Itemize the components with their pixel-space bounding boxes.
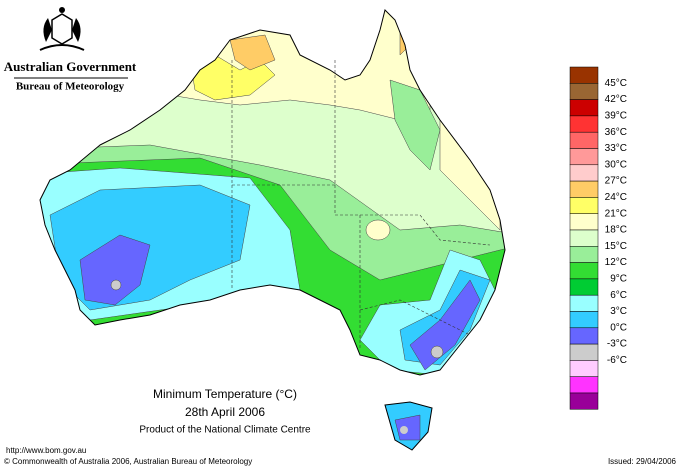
logo [39, 7, 85, 51]
legend-label: 15°C [605, 241, 627, 252]
legend-swatch [569, 131, 599, 149]
legend-label: 21°C [605, 208, 627, 219]
coastline [39, 9, 506, 451]
legend-label: 36°C [605, 127, 627, 138]
legend-swatch [569, 99, 599, 117]
legend-swatch [569, 229, 599, 247]
legend-label: -6°C [607, 355, 627, 366]
legend-swatch [569, 180, 599, 198]
legend-swatch [569, 294, 599, 312]
legend-swatch [569, 343, 599, 361]
legend-swatch [569, 83, 599, 100]
legend-label: 3°C [610, 306, 627, 317]
legend-swatch [569, 327, 599, 345]
map-credit: Product of the National Climate Centre [139, 425, 311, 436]
legend-label: -3°C [607, 339, 627, 350]
legend-swatch [569, 392, 599, 410]
legend-label: 9°C [610, 274, 627, 285]
state-borders [231, 60, 491, 350]
government-name: Australian Government [4, 59, 137, 74]
legend-label: 42°C [605, 94, 627, 105]
legend-swatch [569, 360, 599, 377]
legend-swatch [569, 246, 599, 263]
legend-swatch [569, 311, 599, 329]
map-title: Minimum Temperature (°C) [153, 387, 297, 401]
legend-swatch [569, 66, 599, 84]
legend-swatch [569, 262, 599, 280]
legend-label: 18°C [605, 225, 627, 236]
legend-swatch [569, 278, 599, 296]
legend-swatch [569, 115, 599, 133]
footer-issued: Issued: 29/04/2006 [608, 457, 677, 466]
legend-label: 0°C [610, 322, 627, 333]
legend-swatch [569, 376, 599, 394]
map-date: 28th April 2006 [185, 405, 265, 419]
legend-label: 30°C [605, 159, 627, 170]
legend-label: 24°C [605, 192, 627, 203]
legend-label: 27°C [605, 176, 627, 187]
legend-label: 45°C [605, 78, 627, 89]
footer-copyright: © Commonwealth of Australia 2006, Austra… [4, 457, 252, 466]
footer-url: http://www.bom.gov.au [6, 446, 86, 455]
legend-label: 6°C [610, 290, 627, 301]
bureau-name: Bureau of Meteorology [16, 81, 125, 93]
legend-label: 33°C [605, 143, 627, 154]
legend-swatch [569, 213, 599, 231]
legend-swatch [569, 164, 599, 182]
legend-label: 12°C [605, 257, 627, 268]
legend-swatch [569, 148, 599, 166]
legend-label: 39°C [605, 111, 627, 122]
legend: 45°C 42°C 39°C 36°C 33°C 30°C 27°C 24°C 21°C 18°C… [569, 66, 627, 410]
legend-swatch [569, 197, 599, 214]
